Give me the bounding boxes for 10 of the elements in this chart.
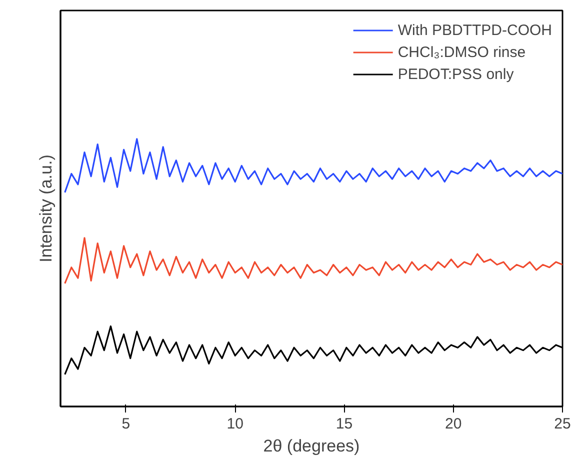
x-tick-label: 15 [336, 416, 353, 432]
x-tick-label: 10 [226, 416, 244, 432]
y-axis-title: Intensity (a.u.) [36, 154, 56, 262]
x-tick-label: 20 [445, 416, 462, 432]
legend-label: CHCl₃:DMSO rinse [398, 44, 526, 60]
x-tick-label: 5 [122, 416, 130, 432]
x-tick-label: 25 [554, 416, 571, 432]
legend-label: With PBDTTPD-COOH [398, 22, 552, 38]
legend-label: PEDOT:PSS only [398, 66, 514, 82]
x-axis-title: 2θ (degrees) [263, 436, 360, 456]
